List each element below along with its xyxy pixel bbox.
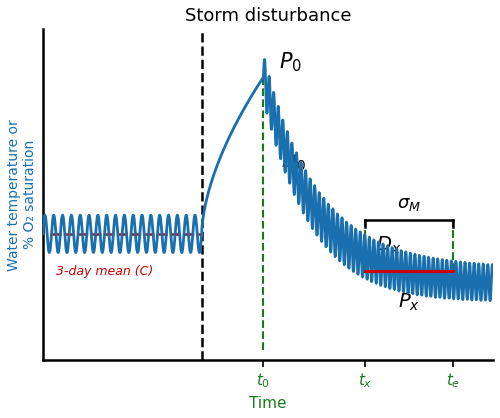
- Text: 3-day mean (C): 3-day mean (C): [56, 265, 153, 278]
- X-axis label: Time: Time: [249, 396, 286, 411]
- Text: $P_x$: $P_x$: [398, 292, 420, 313]
- Title: Storm disturbance: Storm disturbance: [184, 7, 351, 25]
- Text: $\sigma_M$: $\sigma_M$: [397, 195, 421, 213]
- Text: $P_0$: $P_0$: [279, 50, 302, 74]
- Y-axis label: Water temperature or
% O₂ saturation: Water temperature or % O₂ saturation: [7, 119, 37, 270]
- Text: $D_x$: $D_x$: [376, 235, 401, 256]
- Text: $D_0$: $D_0$: [281, 152, 306, 173]
